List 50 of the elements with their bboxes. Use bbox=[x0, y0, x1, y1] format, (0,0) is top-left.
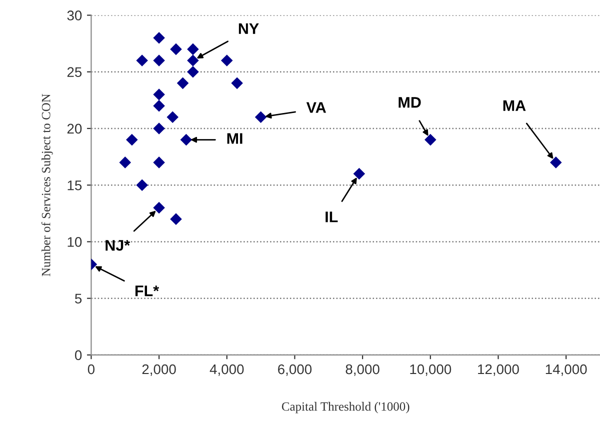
point bbox=[153, 32, 165, 44]
x-axis-title: Capital Threshold ('1000) bbox=[282, 402, 410, 414]
y-tick-label: 30 bbox=[67, 10, 82, 20]
y-tick-label: 0 bbox=[74, 350, 82, 360]
point bbox=[187, 44, 199, 55]
x-tick-label: 8,000 bbox=[346, 364, 380, 376]
point bbox=[153, 122, 165, 134]
y-tick-label: 5 bbox=[75, 294, 82, 304]
annotation: FL* bbox=[135, 286, 160, 296]
point bbox=[255, 112, 266, 123]
point bbox=[136, 54, 148, 66]
annotation: NJ* bbox=[106, 240, 130, 251]
point bbox=[231, 78, 243, 89]
annotation: IL bbox=[326, 212, 338, 222]
annotation: NY bbox=[238, 23, 259, 34]
x-tick-label: 6,000 bbox=[278, 364, 312, 376]
point bbox=[221, 54, 232, 66]
point bbox=[167, 112, 178, 123]
point bbox=[153, 100, 165, 112]
y-tick-label: 10 bbox=[68, 237, 82, 247]
point bbox=[180, 134, 192, 146]
point bbox=[354, 168, 365, 180]
x-tick-label: 2,000 bbox=[142, 364, 176, 376]
point bbox=[187, 54, 199, 66]
point bbox=[120, 156, 131, 168]
point bbox=[550, 156, 562, 168]
x-tick-label: 12,000 bbox=[478, 364, 519, 376]
point bbox=[153, 88, 165, 100]
x-tick-label: 4,000 bbox=[210, 364, 244, 376]
y-tick-label: 15 bbox=[68, 180, 82, 190]
annotation: MI bbox=[227, 133, 242, 144]
point bbox=[187, 66, 199, 78]
point bbox=[424, 134, 436, 146]
annotation: VA bbox=[306, 102, 326, 113]
y-tick-label: 20 bbox=[67, 124, 82, 134]
point bbox=[153, 54, 165, 66]
point bbox=[153, 156, 165, 168]
point bbox=[136, 179, 148, 191]
y-axis-title: Number of Services Subject to CON bbox=[41, 94, 53, 276]
y-tick-label: 25 bbox=[67, 67, 82, 78]
annotation: MA bbox=[503, 100, 526, 111]
point bbox=[153, 202, 165, 214]
x-tick-label: 10,000 bbox=[410, 364, 452, 376]
point bbox=[126, 134, 138, 146]
point bbox=[170, 44, 182, 55]
point bbox=[170, 213, 182, 225]
annotation: MD bbox=[398, 97, 421, 108]
point bbox=[177, 78, 188, 89]
x-tick-label: 14,000 bbox=[546, 364, 587, 376]
x-tick-label: 0 bbox=[88, 364, 95, 374]
